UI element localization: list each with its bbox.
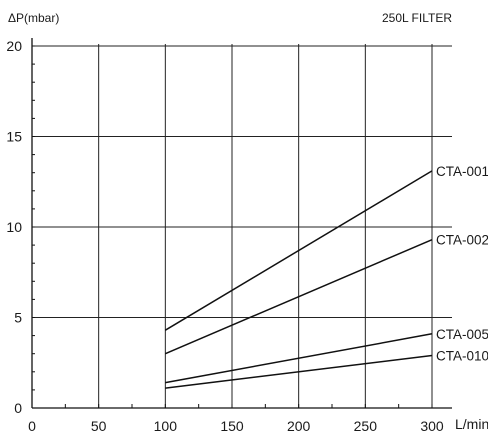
x-tick-label: 200	[287, 418, 311, 434]
x-tick-label: 50	[91, 418, 107, 434]
y-tick-label: 0	[14, 400, 22, 416]
axes	[31, 38, 452, 409]
chart-title: 250L FILTER	[382, 11, 452, 25]
series-label: CTA-005	[436, 327, 488, 342]
y-tick-label: 5	[14, 310, 22, 326]
x-tick-label: 250	[354, 418, 378, 434]
x-axis-label: L/min	[455, 416, 488, 432]
series-label: CTA-001	[436, 164, 488, 179]
series-line	[165, 354, 433, 389]
x-tick-label: 0	[28, 418, 36, 434]
series-line	[165, 238, 433, 355]
x-tick-label: 150	[220, 418, 244, 434]
labels: 0 50 100 150 200 250 300 0 5 10 15 20 CTA-001 CTA-002…	[6, 38, 488, 434]
x-tick-label: 100	[154, 418, 178, 434]
x-tick-label: 300	[420, 418, 444, 434]
series-label: CTA-002	[436, 233, 488, 248]
series-line	[164, 170, 433, 331]
y-axis-label: ΔP(mbar)	[8, 11, 59, 25]
y-tick-label: 15	[6, 129, 22, 145]
series-label: CTA-010	[436, 349, 488, 364]
series-lines	[164, 170, 433, 389]
grid	[32, 44, 452, 408]
y-tick-label: 10	[6, 219, 22, 235]
series-line	[165, 333, 433, 384]
y-tick-label: 20	[6, 38, 22, 54]
